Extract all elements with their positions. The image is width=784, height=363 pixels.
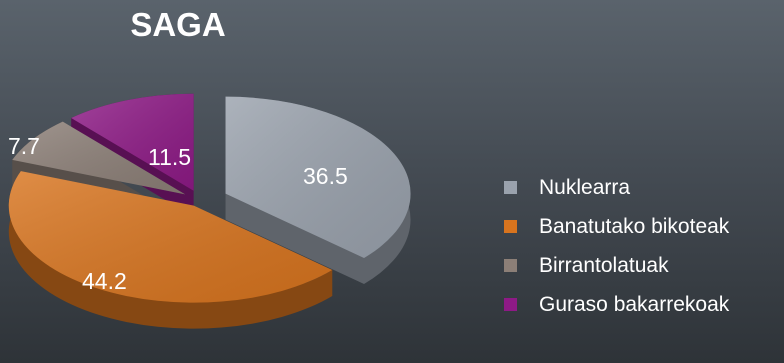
legend-swatch <box>504 298 517 311</box>
data-label-birrantolatuak: 7.7 <box>8 133 40 159</box>
legend-item: Banatutako bikoteak <box>504 207 729 246</box>
legend-item: Nuklearra <box>504 168 729 207</box>
legend-swatch <box>504 220 517 233</box>
pie-slice-guraso-bakarrekoak-shading <box>71 93 194 191</box>
legend-item: Guraso bakarrekoak <box>504 285 729 324</box>
pie-slice-banatutako-bikoteak-shading <box>8 171 333 303</box>
legend-label: Banatutako bikoteak <box>539 214 730 238</box>
legend-label: Guraso bakarrekoak <box>539 292 730 316</box>
legend: Nuklearra Banatutako bikoteak Birrantolatu… <box>504 168 729 324</box>
legend-item: Birrantolatuak <box>504 246 729 285</box>
pie-slice-nuklearra-shading <box>225 96 411 258</box>
data-label-banatutako-bikoteak: 44.2 <box>82 268 127 294</box>
chart-title: SAGA <box>130 6 226 43</box>
legend-label: Birrantolatuak <box>539 253 669 277</box>
legend-swatch <box>504 259 517 272</box>
legend-swatch <box>504 181 517 194</box>
legend-label: Nuklearra <box>539 175 631 199</box>
data-label-nuklearra: 36.5 <box>303 163 348 189</box>
pie-slice-birrantolatuak-shading <box>12 121 186 195</box>
data-label-guraso-bakarrekoak: 11.5 <box>148 144 192 170</box>
